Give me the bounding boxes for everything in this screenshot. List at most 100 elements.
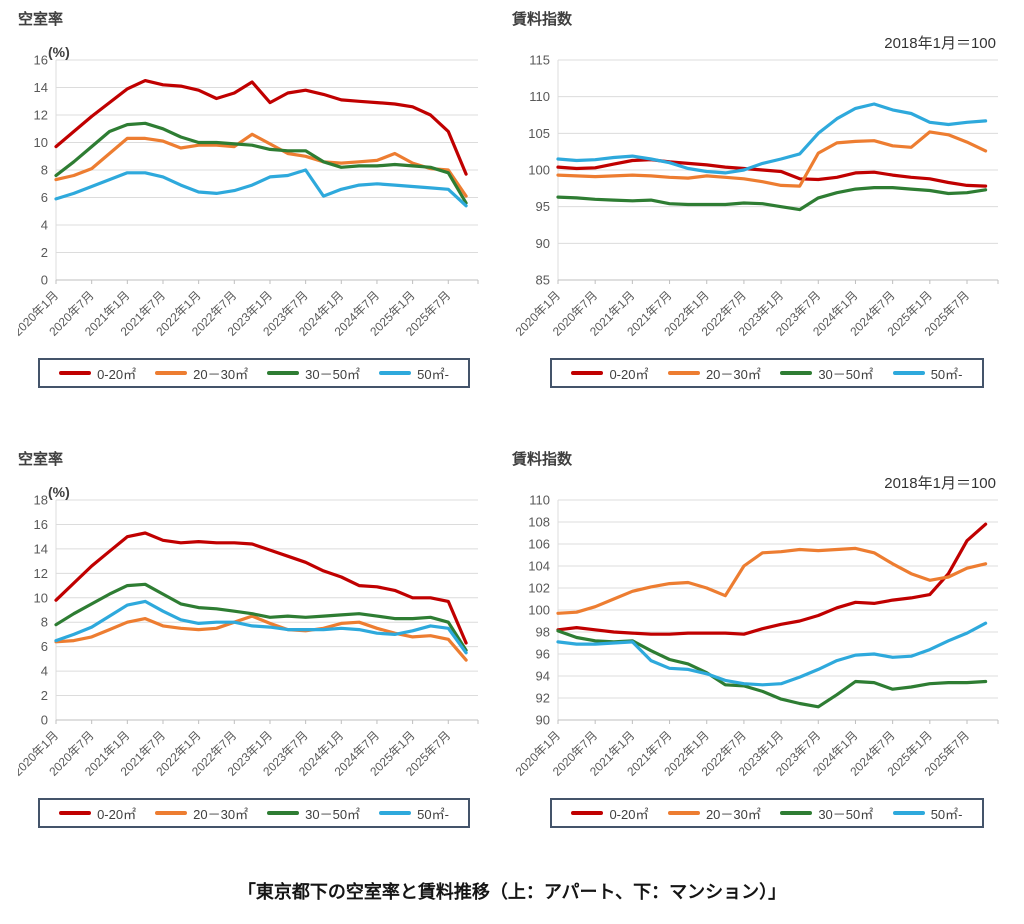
legend-item-30－50㎡: 30－50㎡: [267, 804, 360, 823]
y-axis-unit-label: (%): [48, 44, 70, 60]
legend-item-30－50㎡: 30－50㎡: [780, 364, 873, 383]
y-tick-label: 10: [34, 590, 48, 605]
legend-line-swatch: [59, 371, 92, 375]
y-tick-label: 14: [34, 541, 48, 556]
y-tick-label: 12: [34, 566, 48, 581]
y-tick-label: 100: [528, 163, 550, 178]
series-line-0-20㎡: [556, 522, 988, 636]
vacancy-apartment-plot: 02468101214162020年1月2020年7月2021年1月2021年7…: [18, 53, 479, 339]
y-tick-label: 4: [41, 664, 48, 679]
series-line-20－30㎡: [54, 132, 468, 198]
y-tick-label: 98: [536, 625, 550, 640]
y-tick-label: 96: [536, 647, 550, 662]
legend-item-50㎡-: 50㎡-: [379, 364, 449, 383]
rent-apartment-plot: 8590951001051101152020年1月2020年7月2021年1月2…: [513, 53, 999, 339]
legend-item-50㎡-: 50㎡-: [892, 364, 962, 383]
legend-item-20－30㎡: 20－30㎡: [155, 804, 248, 823]
figure-caption: 「東京都下の空室率と賃料推移（上：アパート、下：マンション）」: [237, 882, 787, 902]
chart-title: 空室率: [18, 11, 64, 28]
legend-item-20－30㎡: 20－30㎡: [667, 364, 761, 383]
legend-label: 30－50㎡: [305, 806, 361, 822]
chart-title: 賃料指数: [512, 451, 573, 468]
chart-title: 空室率: [18, 451, 64, 468]
y-tick-label: 94: [536, 669, 550, 684]
chart-title: 賃料指数: [512, 11, 573, 28]
legend-label: 30－50㎡: [818, 366, 874, 382]
legend-line-swatch: [155, 371, 188, 375]
legend-box: 0-20㎡ 20－30㎡ 30－50㎡ 50㎡-: [550, 798, 984, 828]
legend-label: 30－50㎡: [818, 806, 874, 822]
y-axis-unit-label: (%): [48, 484, 70, 500]
series-line-50㎡-: [54, 599, 468, 655]
chart-block-rent-mansion: 賃料指数 2018年1月＝100 90 92 94 96 98 100 102 104 106 1…: [512, 448, 1010, 828]
legend-line-swatch: [780, 811, 813, 815]
legend-item-20－30㎡: 20－30㎡: [155, 364, 248, 383]
legend-label: 50㎡-: [417, 366, 449, 382]
legend-item-20－30㎡: 20－30㎡: [667, 804, 761, 823]
index-base-annotation: 2018年1月＝100: [884, 475, 996, 492]
legend-label: 0-20㎡: [609, 366, 649, 382]
series-line-20－30㎡: [556, 130, 988, 188]
legend-label: 20－30㎡: [193, 806, 249, 822]
legend-label: 20－30㎡: [705, 366, 761, 382]
legend-line-swatch: [155, 811, 188, 815]
legend-line-swatch: [667, 811, 700, 815]
legend-line-swatch: [267, 371, 300, 375]
legend-line-swatch: [892, 811, 925, 815]
legend-line-swatch: [267, 811, 300, 815]
legend-line-swatch: [59, 811, 92, 815]
y-tick-label: 108: [528, 515, 550, 530]
legend-item-30－50㎡: 30－50㎡: [267, 364, 360, 383]
legend-label: 20－30㎡: [193, 366, 249, 382]
y-tick-label: 110: [529, 89, 550, 104]
legend-item-0-20㎡: 0-20㎡: [59, 364, 136, 383]
legend-label: 30－50㎡: [305, 366, 361, 382]
y-tick-label: 0: [41, 713, 48, 728]
y-tick-label: 4: [41, 218, 48, 233]
y-tick-label: 92: [536, 691, 550, 706]
y-tick-label: 110: [529, 493, 550, 508]
y-tick-label: 6: [41, 190, 48, 205]
y-tick-label: 105: [528, 126, 550, 141]
y-tick-label: 2: [41, 245, 48, 260]
legend-box: 0-20㎡ 20－30㎡ 30－50㎡ 50㎡-: [38, 798, 470, 828]
y-tick-label: 14: [34, 80, 48, 95]
legend-item-0-20㎡: 0-20㎡: [571, 804, 648, 823]
series-line-0-20㎡: [556, 158, 988, 188]
y-tick-label: 95: [536, 199, 550, 214]
legend-item-30－50㎡: 30－50㎡: [780, 804, 873, 823]
series-line-30－50㎡: [556, 186, 988, 212]
y-tick-label: 8: [41, 163, 48, 178]
chart-block-vacancy-apartment: 空室率 (%) 0 2 4 6 8 10 12 14 16 2020年1月 2020年7月 2021年…: [18, 8, 492, 388]
legend-item-0-20㎡: 0-20㎡: [59, 804, 136, 823]
y-tick-label: 0: [41, 273, 48, 288]
legend-item-0-20㎡: 0-20㎡: [571, 364, 648, 383]
y-tick-label: 18: [34, 493, 48, 508]
y-tick-label: 16: [34, 517, 48, 532]
series-line-50㎡-: [54, 168, 468, 208]
y-tick-label: 102: [528, 581, 550, 596]
rent-mansion-plot: 90929496981001021041061081102020年1月2020年…: [513, 493, 999, 779]
chart-block-vacancy-mansion: 空室率 (%) 0 2 4 6 8 10 12 14 16 18 2020年1月 2020年7月 202…: [18, 448, 492, 828]
legend-line-swatch: [667, 371, 700, 375]
legend-label: 20－30㎡: [705, 806, 761, 822]
series-line-30－50㎡: [54, 121, 468, 205]
chart-block-rent-apartment: 賃料指数 2018年1月＝100 85 90 95 100 105 110 115 2020年…: [512, 8, 1010, 388]
legend-label: 50㎡-: [930, 806, 963, 822]
legend-item-50㎡-: 50㎡-: [892, 804, 963, 823]
legend-line-swatch: [571, 811, 604, 815]
legend-line-swatch: [892, 371, 925, 375]
series-line-50㎡-: [556, 621, 988, 687]
y-tick-label: 100: [528, 603, 550, 618]
series-line-50㎡-: [556, 102, 988, 175]
y-tick-label: 8: [41, 615, 48, 630]
series-line-30－50㎡: [54, 582, 468, 652]
legend-line-swatch: [780, 371, 813, 375]
vacancy-mansion-plot: 0246810121416182020年1月2020年7月2021年1月2021…: [18, 493, 479, 779]
y-tick-label: 90: [536, 236, 550, 251]
y-tick-label: 10: [34, 135, 48, 150]
legend-box: 0-20㎡ 20－30㎡ 30－50㎡ 50㎡-: [550, 358, 984, 388]
legend-line-swatch: [379, 811, 412, 815]
legend-line-swatch: [379, 371, 412, 375]
y-tick-label: 6: [41, 639, 48, 654]
